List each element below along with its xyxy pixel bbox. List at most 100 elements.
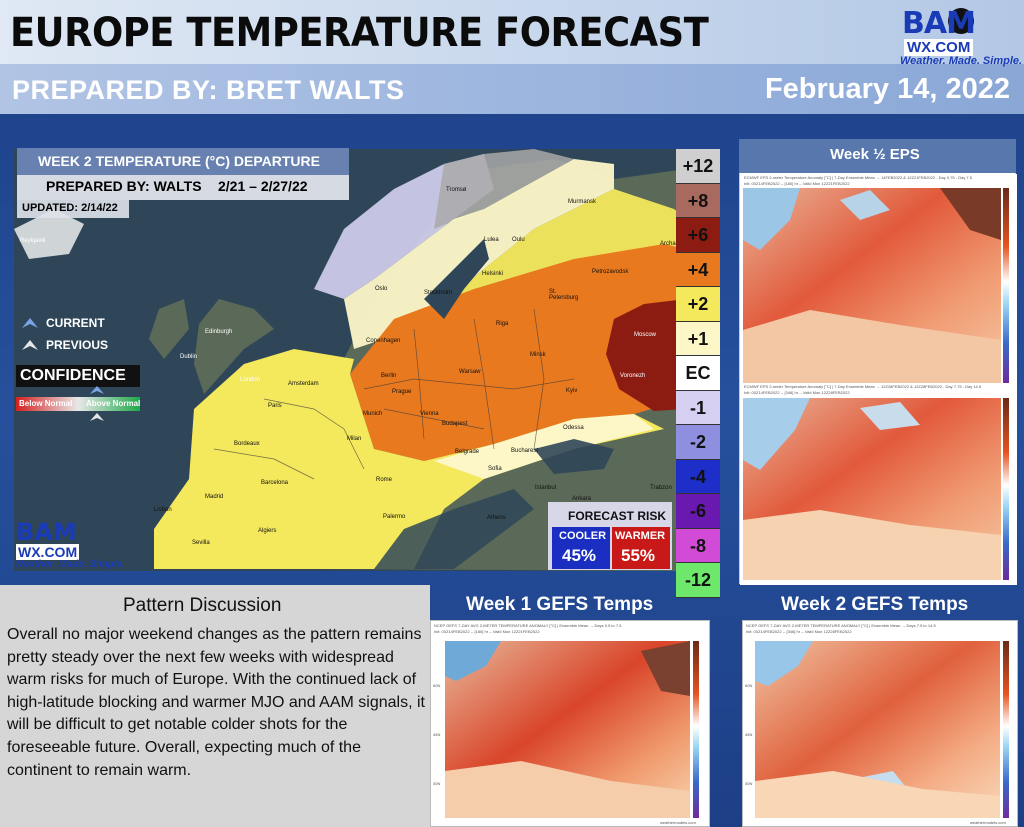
warmer-box	[612, 527, 670, 569]
logo-bam-text: BAM	[902, 6, 976, 41]
map-title: WEEK 2 TEMPERATURE (°C) DEPARTURE	[38, 153, 320, 169]
city-label: Oulu	[512, 237, 525, 243]
city-label: Warsaw	[459, 369, 481, 375]
city-label: Copenhagen	[366, 338, 401, 344]
city-label: Madrid	[205, 494, 224, 500]
city-label: Reykjavik	[20, 238, 46, 244]
gefs-week2-init: Init: 00Z14FEB2022 -- [346] hr -- Valid …	[746, 629, 852, 634]
city-label: Algiers	[258, 528, 277, 534]
map-logo-tagline: Weather. Made. Simple.	[14, 559, 125, 570]
forecast-risk-title: FORECAST RISK	[568, 509, 667, 523]
city-label: Bordeaux	[234, 441, 260, 447]
eps-title: Week ½ EPS	[830, 146, 920, 163]
legend-cell: -8	[676, 528, 720, 563]
city-label: Prague	[392, 389, 412, 395]
legend-cell: +8	[676, 183, 720, 218]
eps-maps	[740, 174, 1017, 585]
cooler-value: 45%	[562, 546, 597, 565]
legend-cell: +6	[676, 218, 720, 253]
current-label: CURRENT	[46, 316, 105, 330]
gefs-week1-lat-45: 45N	[433, 732, 441, 737]
gefs-week1-map	[445, 641, 699, 818]
confidence-high-label: Above Normal	[86, 399, 141, 408]
map-bam-logo: BAM WX.COM Weather. Made. Simple.	[12, 518, 125, 570]
city-label: Budapest	[442, 421, 468, 427]
logo-tagline: Weather. Made. Simple.	[900, 55, 1023, 67]
legend-cell: -6	[676, 494, 720, 529]
map-date-range: 2/21 – 2/27/22	[218, 178, 308, 194]
city-label: Lulea	[484, 237, 499, 243]
map-prep-box	[17, 175, 349, 200]
city-label: Ankara	[572, 496, 592, 502]
city-label: Archa	[660, 241, 676, 247]
previous-label: PREVIOUS	[46, 338, 109, 352]
city-label: Stockholm	[424, 290, 453, 296]
city-label: Barcelona	[261, 480, 289, 486]
gefs-week2-header: NCEP GEFS 7-DAY AVG 2-METER TEMPERATURE …	[746, 623, 936, 628]
warmer-value: 55%	[621, 546, 656, 565]
city-label: Lisbon	[154, 507, 172, 513]
legend-cell: +4	[676, 252, 720, 287]
city-label: Moscow	[634, 332, 657, 338]
header-bar	[0, 0, 1024, 64]
legend-cell: -4	[676, 459, 720, 494]
city-label: Oslo	[375, 286, 388, 292]
eps-week2-init: Init: 00Z14FEB2022 -- [346] hr -- Valid …	[744, 390, 850, 395]
map-logo-wx-text: WX.COM	[16, 544, 80, 560]
city-label: St. Petersburg	[549, 289, 579, 301]
legend-cell: -1	[676, 390, 720, 425]
legend-cell: EC	[676, 356, 720, 391]
gefs-week2-title: Week 2 GEFS Temps	[781, 594, 969, 615]
map-logo-bam-text: BAM	[16, 518, 77, 546]
city-label: Berlin	[381, 373, 397, 379]
gefs-week2-lat-45: 45N	[745, 732, 753, 737]
logo-wx-text: WX.COM	[904, 39, 974, 56]
city-label: Odessa	[563, 425, 584, 431]
legend-cell: -2	[676, 425, 720, 460]
header-sub-bar	[0, 64, 1024, 114]
gefs-week1-footer: weathermodels.com	[660, 820, 696, 825]
confidence-scale	[16, 397, 140, 411]
city-label: Milan	[347, 436, 362, 442]
eps-panel	[739, 139, 1017, 585]
confidence-box	[16, 365, 140, 387]
city-label: Sevilla	[192, 540, 210, 546]
bam-logo: BAM WX.COM Weather. Made. Simple.	[900, 6, 1022, 68]
city-label: Trabzon	[650, 485, 672, 491]
updated-box	[17, 200, 129, 218]
eps-week1-header: ECMWF EPS 2-meter Temperature Anomaly [°…	[744, 175, 972, 180]
gefs-week1-header: NCEP GEFS 7-DAY AVG 2-METER TEMPERATURE …	[434, 623, 622, 628]
gefs-week2-panel	[742, 620, 1018, 827]
eps-week1-init: Init: 00Z14FEB2022 -- [180] hr -- Valid …	[744, 181, 850, 186]
forecast-map	[14, 149, 686, 571]
city-label: Petrozavodsk	[592, 269, 629, 275]
city-label: Amsterdam	[288, 381, 319, 387]
discussion-title: Pattern Discussion	[123, 595, 282, 616]
city-label: Edinburgh	[205, 329, 233, 335]
legend-cell: -12	[676, 563, 720, 598]
cooler-label: COOLER	[559, 530, 607, 542]
city-label: London	[240, 377, 261, 383]
city-label: Helsinki	[482, 271, 504, 277]
city-label: Istanbul	[535, 485, 557, 491]
eps-week2-header: ECMWF EPS 2-meter Temperature Anomaly [°…	[744, 384, 982, 389]
confidence-low-label: Below Normal	[19, 399, 73, 408]
confidence-previous-marker-icon	[90, 413, 104, 421]
city-label: Munich	[363, 411, 383, 417]
city-label: Paris	[268, 403, 282, 409]
confidence-label: CONFIDENCE	[20, 367, 126, 384]
pattern-discussion-panel	[0, 585, 430, 827]
updated-label: UPDATED: 2/14/22	[22, 202, 118, 214]
city-label: Riga	[496, 321, 509, 327]
city-label: Vienna	[420, 411, 439, 417]
swoosh-icon	[948, 8, 974, 34]
gefs-week2-map	[755, 641, 1009, 818]
legend-cell: +12	[676, 149, 720, 184]
city-label: Dublin	[180, 354, 198, 360]
city-label: Belgrade	[455, 449, 480, 455]
city-label: Rome	[376, 477, 393, 483]
previous-arrow-icon	[22, 340, 38, 350]
city-label: Athens	[487, 515, 506, 521]
forecast-date: February 14, 2022	[764, 73, 1010, 105]
city-label: Murmansk	[568, 199, 597, 205]
